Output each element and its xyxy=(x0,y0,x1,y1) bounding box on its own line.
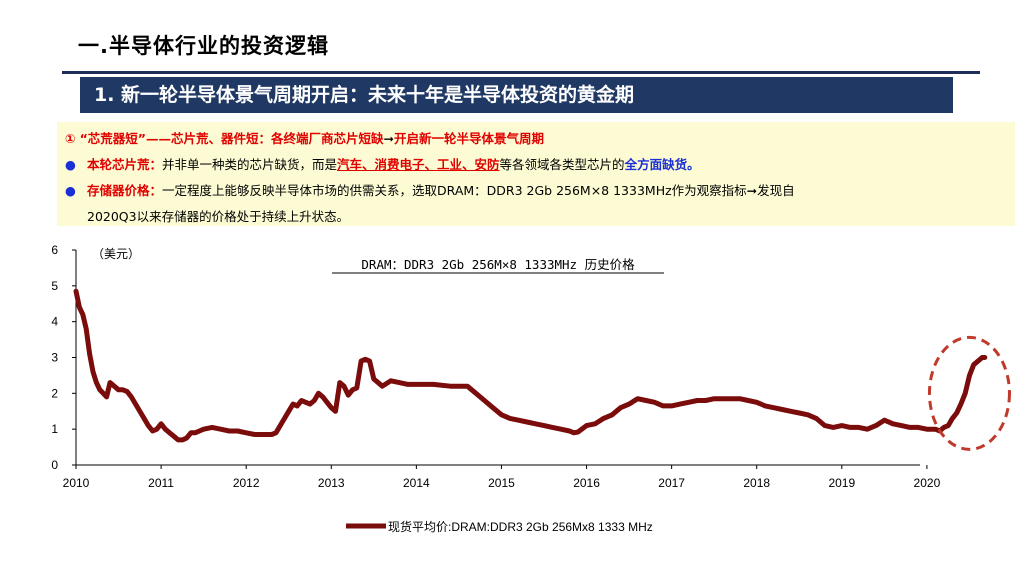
chart-axes xyxy=(75,250,920,466)
x-tick-label: 2015 xyxy=(488,476,515,490)
y-axis-unit-label: （美元） xyxy=(92,247,140,261)
y-tick-label: 3 xyxy=(51,351,58,365)
series-line xyxy=(73,288,988,443)
x-tick-label: 2014 xyxy=(403,476,430,490)
y-tick-label: 0 xyxy=(51,458,58,472)
note2-label: 本轮芯片荒： xyxy=(87,157,163,172)
arrow-icon: ➞ xyxy=(383,131,394,146)
note3-text1: 一定程度上能够反映半导体市场的供需关系，选取DRAM：DDR3 2Gb 256M… xyxy=(162,183,747,198)
chart-title: DRAM：DDR3 2Gb 256M×8 1333MHz 历史价格 xyxy=(361,257,635,272)
circled-number: ① xyxy=(65,131,76,146)
note1-tail: 开启新一轮半导体景气周期 xyxy=(394,131,545,146)
title-divider xyxy=(62,71,980,74)
note-line-2: ● 本轮芯片荒：并非单一种类的芯片缺货，而是汽车、消费电子、工业、安防等各领域各类… xyxy=(65,152,1007,178)
y-tick-label: 6 xyxy=(51,243,58,257)
chart-ticks: 0 1 2 3 4 5 6 2010 2011 2012 2013 2014 2015 2016 2017 2… xyxy=(51,243,940,490)
note1-quote: “芯荒器短”——芯片荒、器件短：各终端厂商芯片短缺 xyxy=(79,131,384,146)
note3-text2: 发现自 xyxy=(757,183,795,198)
note-line-3-cont: 2020Q3以来存储器的价格处于持续上升状态。 xyxy=(65,204,1007,230)
note2-text2: 等各领域各类型芯片的 xyxy=(499,157,625,172)
highlight-ellipse xyxy=(927,335,1011,451)
note2-text1: 并非单一种类的芯片缺货，而是 xyxy=(162,157,338,172)
section-title-bar: 1. 新一轮半导体景气周期开启：未来十年是半导体投资的黄金期 xyxy=(80,77,953,113)
x-tick-label: 2010 xyxy=(63,476,90,490)
y-tick-label: 1 xyxy=(51,422,58,436)
x-tick-label: 2016 xyxy=(573,476,600,490)
x-tick-label: 2013 xyxy=(318,476,345,490)
arrow-icon: ➞ xyxy=(746,183,758,198)
note-line-1: ① “芯荒器短”——芯片荒、器件短：各终端厂商芯片短缺➞开启新一轮半导体景气周期 xyxy=(65,126,1007,152)
notes-box: ① “芯荒器短”——芯片荒、器件短：各终端厂商芯片短缺➞开启新一轮半导体景气周期… xyxy=(57,122,1015,226)
x-tick-label: 2011 xyxy=(148,476,174,490)
x-tick-label: 2019 xyxy=(828,476,855,490)
bullet-icon: ● xyxy=(65,183,76,198)
y-tick-label: 2 xyxy=(51,386,58,400)
page-title: 一.半导体行业的投资逻辑 xyxy=(78,34,329,58)
note2-highlight: 汽车、消费电子、工业、安防 xyxy=(337,157,500,172)
y-tick-label: 4 xyxy=(51,315,58,329)
x-tick-label: 2012 xyxy=(233,476,260,490)
note3-continuation: 2020Q3以来存储器的价格处于持续上升状态。 xyxy=(87,209,350,224)
note-line-3: ● 存储器价格：一定程度上能够反映半导体市场的供需关系，选取DRAM：DDR3 2… xyxy=(65,178,1007,204)
price-line-chart: 0 1 2 3 4 5 6 2010 2011 2012 2013 2014 2015 2016 2017 2… xyxy=(51,243,1011,534)
y-tick-label: 5 xyxy=(51,279,58,293)
note2-emphasis: 全方面缺货。 xyxy=(624,157,700,172)
note3-label: 存储器价格： xyxy=(87,183,163,198)
x-tick-label: 2020 xyxy=(914,476,941,490)
x-tick-label: 2018 xyxy=(743,476,770,490)
bullet-icon: ● xyxy=(65,157,76,172)
legend-label: 现货平均价:DRAM:DDR3 2Gb 256Mx8 1333 MHz xyxy=(388,519,653,534)
x-tick-label: 2017 xyxy=(658,476,685,490)
